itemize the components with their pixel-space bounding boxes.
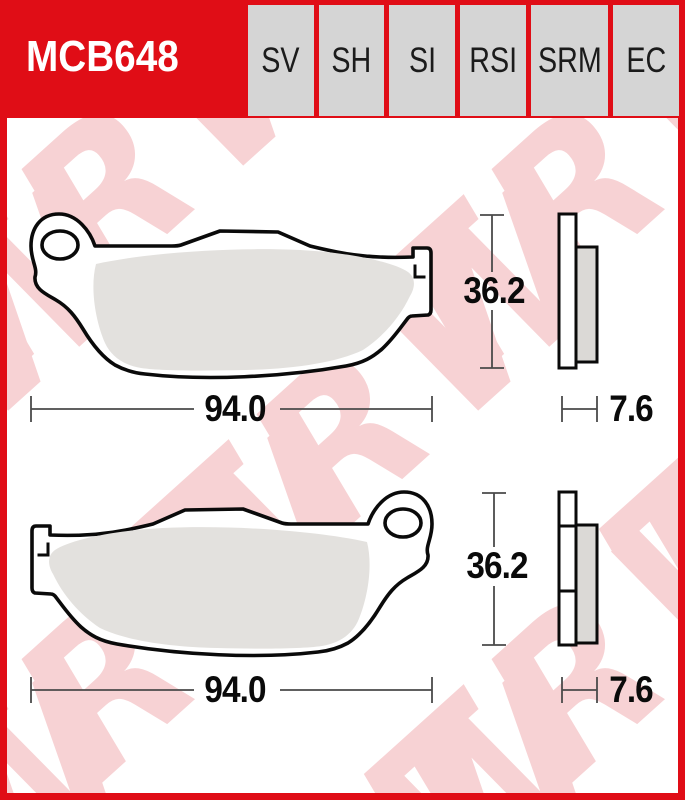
pad-plan-top [29,212,433,380]
dim-thickness-top: 7.6 [609,388,654,429]
dim-width-top-lines [30,396,433,422]
tab-srm-label: SRM [537,40,602,80]
tab-ec-label: EC [626,40,667,80]
dim-thickness-bottom: 7.6 [609,669,654,710]
dim-thickness-top-lines [561,396,598,422]
dim-width-bottom-lines [30,677,433,703]
mounting-hole [40,229,80,261]
spring-mark [413,264,426,279]
pad-side-top [557,212,599,370]
dim-height-bottom-lines [482,492,506,646]
tab-sv-label: SV [261,40,300,80]
friction-material [93,249,414,371]
tab-ec[interactable]: EC [613,5,679,116]
side-backplate [557,490,578,647]
dim-width-top: 94.0 [204,388,266,429]
dim-width-bottom: 94.0 [204,669,266,710]
tab-si[interactable]: SI [389,5,455,116]
dim-thickness-bottom-lines [561,677,598,703]
dim-height-top: 36.2 [463,270,525,311]
side-friction [574,245,599,364]
dim-height-top-lines [480,214,504,369]
pad-plan-bottom [30,490,434,658]
compound-tabs: SV SH SI RSI SRM EC [248,5,679,116]
tab-si-label: SI [408,40,436,80]
pad-side-bottom [557,490,599,647]
header: MCB648 SV SH SI RSI SRM EC [0,0,685,118]
tab-srm[interactable]: SRM [530,5,609,116]
tab-rsi[interactable]: RSI [459,5,526,116]
tab-rsi-label: RSI [468,40,517,80]
part-number: MCB648 [26,32,179,81]
side-friction [574,523,599,645]
tab-sh[interactable]: SH [318,5,385,116]
dim-height-bottom: 36.2 [466,545,528,586]
side-backplate [557,212,578,370]
tab-sh-label: SH [331,40,372,80]
tab-sv[interactable]: SV [248,5,314,116]
